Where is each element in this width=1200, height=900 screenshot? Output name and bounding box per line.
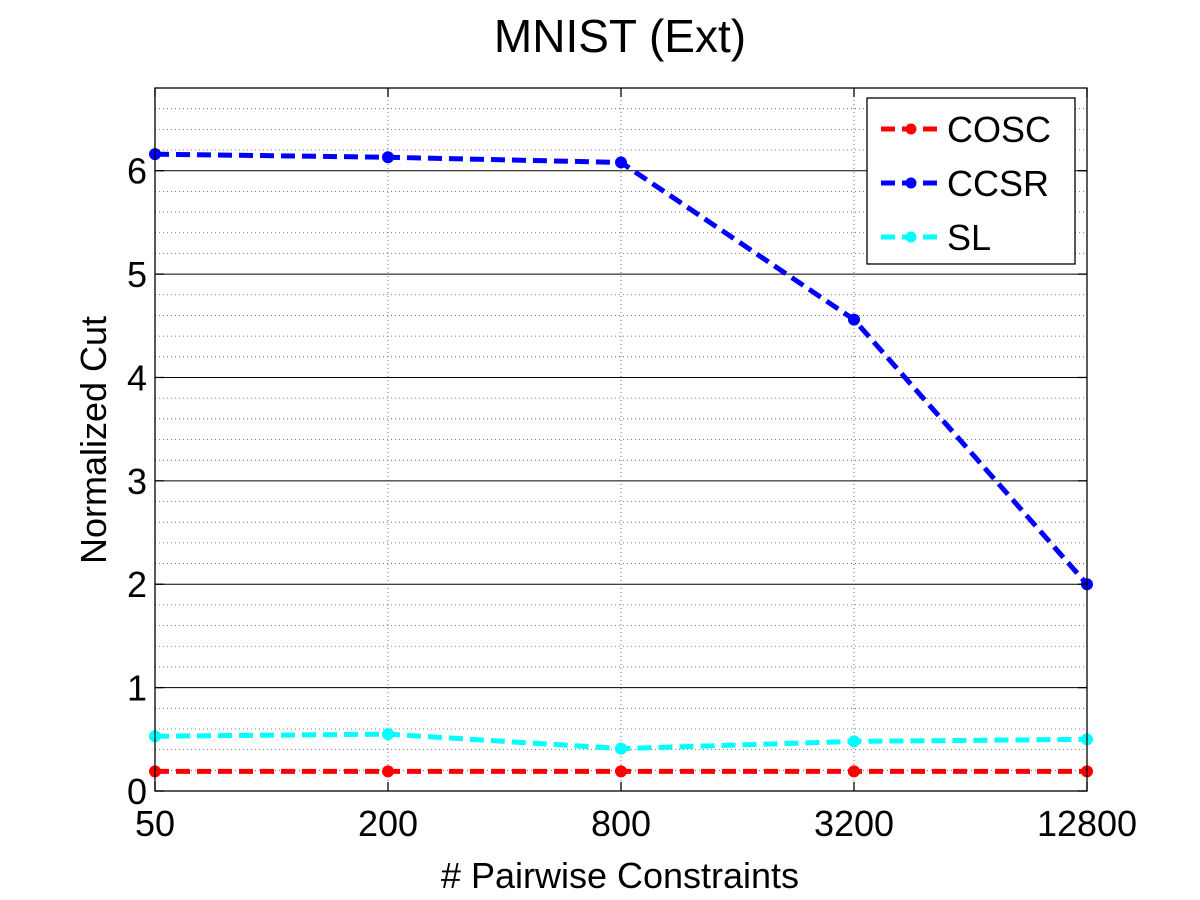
legend-label-cosc: COSC — [947, 109, 1051, 150]
legend-marker-sl — [905, 231, 917, 243]
legend-box — [866, 97, 1076, 265]
legend: COSC CCSR SL — [866, 97, 1076, 265]
legend-label-ccsr: CCSR — [947, 163, 1049, 204]
y-tick-label: 4 — [127, 357, 147, 398]
axis-ticks: 0 1 2 3 4 5 6 50 200 800 3200 12800 — [127, 88, 1137, 844]
data-point-sl — [615, 742, 627, 755]
legend-label-sl: SL — [947, 217, 991, 258]
x-tick-label: 200 — [358, 803, 418, 844]
data-point-sl — [848, 735, 860, 748]
x-axis-label: # Pairwise Constraints — [441, 855, 799, 896]
data-point-cosc — [382, 765, 394, 778]
data-point-sl — [382, 728, 394, 741]
x-tick-label: 12800 — [1037, 803, 1137, 844]
x-tick-label: 800 — [591, 803, 651, 844]
data-point-ccsr — [848, 313, 860, 326]
legend-marker-ccsr — [905, 177, 917, 189]
x-tick-label: 3200 — [814, 803, 894, 844]
y-tick-label: 2 — [127, 564, 147, 605]
y-tick-label: 1 — [127, 668, 147, 709]
y-tick-label: 0 — [127, 771, 147, 812]
data-point-ccsr — [615, 156, 627, 169]
data-point-ccsr — [382, 151, 394, 164]
y-tick-label: 6 — [127, 151, 147, 192]
chart-title: MNIST (Ext) — [494, 10, 746, 62]
y-tick-label: 3 — [127, 461, 147, 502]
y-tick-label: 5 — [127, 254, 147, 295]
x-tick-label: 50 — [135, 803, 175, 844]
series-group — [149, 148, 1093, 778]
legend-marker-cosc — [905, 123, 917, 135]
y-axis-label: Normalized Cut — [73, 316, 114, 564]
data-point-cosc — [615, 765, 627, 778]
data-point-cosc — [848, 765, 860, 778]
